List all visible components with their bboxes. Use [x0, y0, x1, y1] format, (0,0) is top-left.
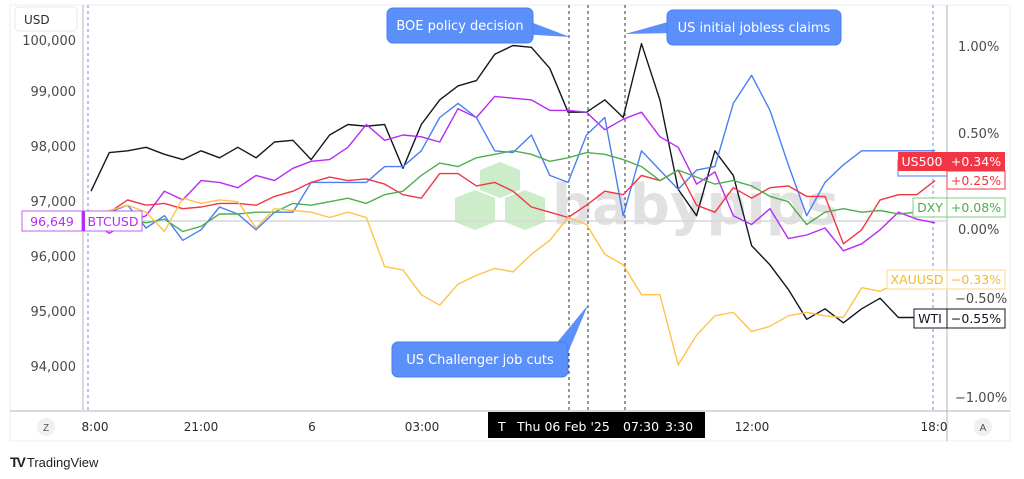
- callout-challenger[interactable]: US Challenger job cuts: [391, 305, 588, 378]
- svg-text:US500: US500: [902, 154, 943, 169]
- series-line-blue-series: [91, 74, 936, 242]
- btc-price-label: 96,649 BTCUSD: [21, 210, 143, 232]
- svg-text:BTCUSD: BTCUSD: [88, 214, 139, 229]
- series-line-xauusd: [90, 197, 936, 366]
- svg-text:+0.34%: +0.34%: [951, 154, 1001, 169]
- scale-z-label: Z: [43, 423, 49, 434]
- svg-text:−0.33%: −0.33%: [951, 272, 1001, 287]
- svg-text:3:30: 3:30: [665, 419, 693, 434]
- svg-text:US initial jobless claims: US initial jobless claims: [678, 21, 831, 36]
- left-tick: 97,000: [31, 195, 77, 210]
- left-tick: 100,000: [22, 34, 76, 49]
- svg-text:Thu 06 Feb '25: Thu 06 Feb '25: [516, 419, 610, 434]
- left-tick: 98,000: [31, 140, 77, 155]
- right-tick: −0.50%: [955, 292, 1007, 307]
- left-tick: 96,000: [31, 250, 77, 265]
- tradingview-logo[interactable]: TV TradingView: [10, 454, 98, 470]
- series-line-dxy: [91, 150, 936, 233]
- x-tick: 8:00: [82, 420, 109, 434]
- right-tick: −1.00%: [955, 391, 1007, 406]
- right-tick: 0.50%: [958, 127, 999, 142]
- svg-text:BOE policy decision: BOE policy decision: [396, 19, 523, 34]
- series-line-wti: [90, 43, 936, 324]
- series-line-btcusd: [90, 95, 936, 252]
- dxy-price-label: DXY +0.08%: [912, 197, 1006, 218]
- left-tick: 94,000: [31, 360, 77, 375]
- scale-z-button[interactable]: [37, 418, 55, 436]
- callout-jobless[interactable]: US initial jobless claims: [625, 9, 842, 46]
- svg-text:96,649: 96,649: [30, 214, 74, 229]
- x-tick: 6: [308, 420, 316, 434]
- svg-text:DXY: DXY: [917, 200, 943, 215]
- svg-text:−0.55%: −0.55%: [951, 311, 1001, 326]
- crosshair-time-label: T Thu 06 Feb '25 07:30 3:30: [488, 412, 705, 438]
- svg-text:+0.08%: +0.08%: [951, 200, 1001, 215]
- left-tick: 99,000: [31, 85, 77, 100]
- red-value-label: +0.25%: [946, 170, 1006, 190]
- left-tick: 95,000: [31, 305, 77, 320]
- tradingview-logo-icon: TV: [10, 454, 26, 470]
- callout-boe[interactable]: BOE policy decision: [386, 7, 570, 44]
- svg-text:WTI: WTI: [918, 311, 942, 326]
- x-tick: 18:0: [921, 420, 948, 434]
- svg-text:XAUUSD: XAUUSD: [891, 272, 944, 287]
- us500-price-label: US500 +0.34%: [897, 152, 1005, 177]
- xauusd-price-label: XAUUSD −0.33%: [886, 269, 1006, 290]
- scale-a-label: A: [980, 423, 987, 434]
- currency-box[interactable]: [14, 6, 78, 32]
- right-tick: 1.00%: [958, 40, 999, 55]
- x-tick: 03:00: [405, 420, 440, 434]
- tradingview-brand: TradingView: [26, 454, 99, 470]
- scale-a-button[interactable]: [974, 418, 992, 436]
- x-tick: 12:00: [735, 420, 770, 434]
- right-tick: 0.00%: [958, 223, 999, 238]
- currency-label: USD: [24, 13, 50, 27]
- svg-text:07:30: 07:30: [623, 419, 659, 434]
- svg-text:+0.25%: +0.25%: [951, 173, 1001, 188]
- wti-price-label: WTI −0.55%: [913, 308, 1006, 329]
- svg-text:T: T: [497, 419, 506, 434]
- series-line-us500: [91, 169, 936, 245]
- svg-text:US Challenger job cuts: US Challenger job cuts: [406, 353, 554, 368]
- x-tick: 21:00: [184, 420, 219, 434]
